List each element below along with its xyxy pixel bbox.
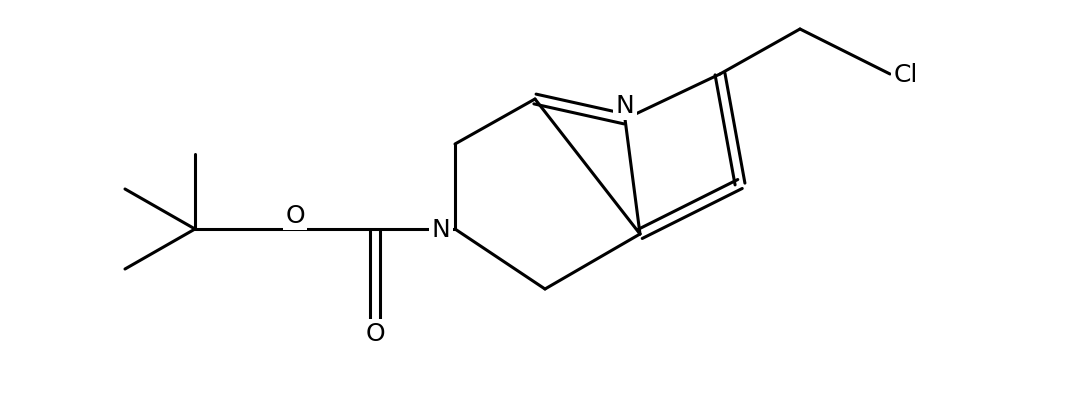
Text: O: O [366,321,385,345]
Text: Cl: Cl [894,63,919,87]
Text: O: O [285,204,304,227]
Text: N: N [432,218,450,241]
Text: N: N [615,94,635,118]
